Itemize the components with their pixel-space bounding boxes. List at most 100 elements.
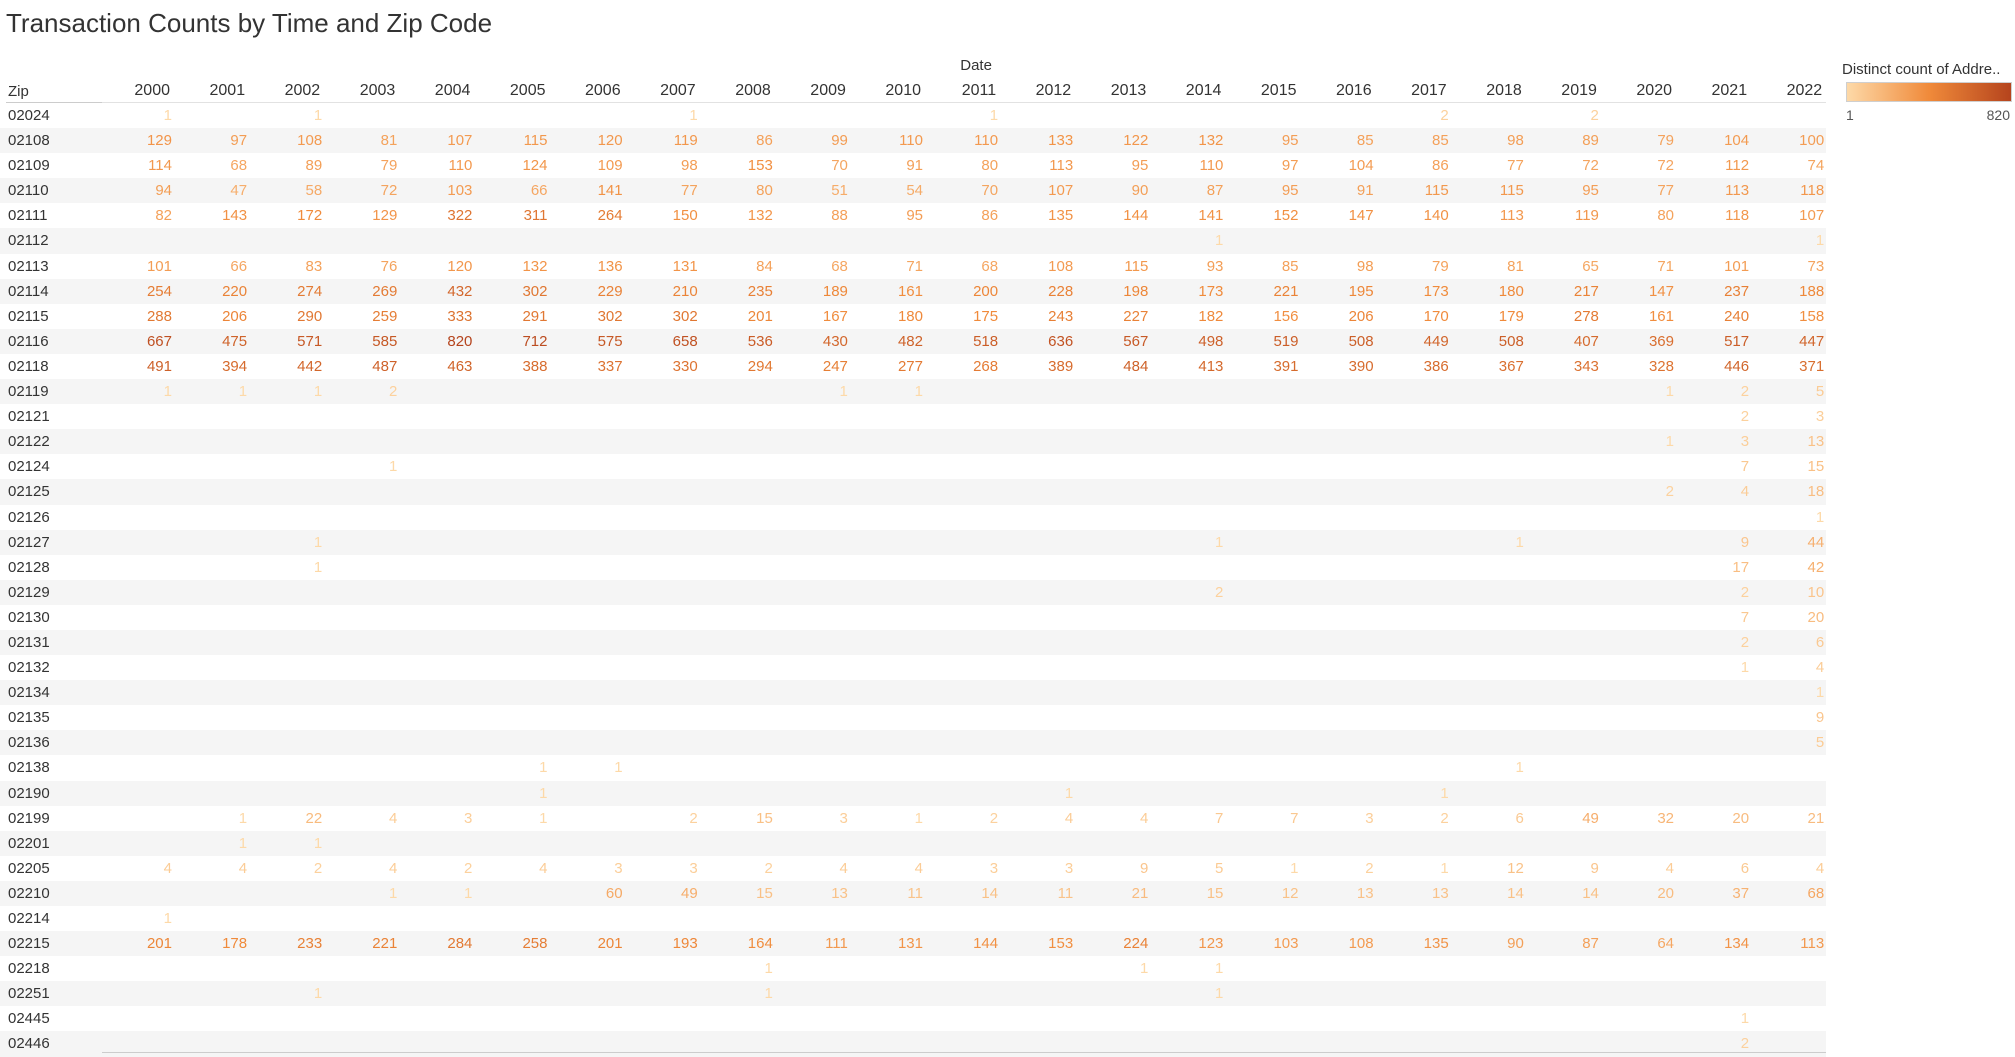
heatmap-cell[interactable]: 229 xyxy=(597,282,623,300)
heatmap-cell[interactable]: 2 xyxy=(313,859,323,877)
heatmap-cell[interactable]: 369 xyxy=(1648,332,1674,350)
heatmap-cell[interactable]: 175 xyxy=(973,307,999,325)
row-label-zip[interactable]: 02134 xyxy=(8,684,50,702)
column-header-2009[interactable]: 2009 xyxy=(810,82,846,99)
heatmap-cell[interactable]: 180 xyxy=(1498,282,1524,300)
heatmap-cell[interactable]: 54 xyxy=(906,182,923,200)
heatmap-cell[interactable]: 13 xyxy=(831,884,848,902)
heatmap-cell[interactable]: 112 xyxy=(1725,157,1750,175)
heatmap-cell[interactable]: 2 xyxy=(464,859,473,877)
heatmap-cell[interactable]: 1 xyxy=(1215,232,1224,250)
heatmap-cell[interactable]: 288 xyxy=(146,307,172,325)
heatmap-cell[interactable]: 277 xyxy=(897,357,923,375)
heatmap-cell[interactable]: 247 xyxy=(822,357,848,375)
heatmap-cell[interactable]: 1 xyxy=(539,784,548,802)
heatmap-cell[interactable]: 482 xyxy=(897,332,923,350)
row-label-zip[interactable]: 02112 xyxy=(8,232,49,250)
heatmap-cell[interactable]: 87 xyxy=(1206,182,1224,200)
heatmap-cell[interactable]: 1 xyxy=(388,458,398,476)
heatmap-cell[interactable]: 90 xyxy=(1507,935,1524,953)
heatmap-cell[interactable]: 111 xyxy=(825,935,848,953)
heatmap-cell[interactable]: 291 xyxy=(522,307,548,325)
heatmap-cell[interactable]: 136 xyxy=(597,257,623,275)
heatmap-cell[interactable]: 20 xyxy=(1657,884,1674,902)
heatmap-cell[interactable]: 210 xyxy=(672,282,698,300)
heatmap-cell[interactable]: 201 xyxy=(146,935,172,953)
heatmap-cell[interactable]: 113 xyxy=(1800,935,1825,953)
heatmap-cell[interactable]: 193 xyxy=(672,935,698,953)
heatmap-cell[interactable]: 290 xyxy=(297,307,323,325)
heatmap-cell[interactable]: 20 xyxy=(1732,809,1750,827)
heatmap-cell[interactable]: 220 xyxy=(222,282,248,300)
heatmap-cell[interactable]: 64 xyxy=(1657,935,1674,953)
heatmap-cell[interactable]: 5 xyxy=(1815,383,1825,401)
heatmap-cell[interactable]: 430 xyxy=(822,332,848,350)
row-label-zip[interactable]: 02024 xyxy=(8,107,50,124)
heatmap-cell[interactable]: 228 xyxy=(1048,282,1074,300)
heatmap-cell[interactable]: 70 xyxy=(831,157,848,175)
heatmap-cell[interactable]: 1 xyxy=(1815,232,1825,250)
heatmap-cell[interactable]: 14 xyxy=(1582,884,1599,902)
column-header-2004[interactable]: 2004 xyxy=(434,82,471,99)
column-header-2015[interactable]: 2015 xyxy=(1260,82,1297,99)
row-label-zip[interactable]: 02445 xyxy=(8,1010,50,1028)
row-label-zip[interactable]: 02121 xyxy=(8,408,50,426)
heatmap-cell[interactable]: 1 xyxy=(313,383,323,401)
heatmap-cell[interactable]: 311 xyxy=(523,207,548,225)
heatmap-cell[interactable]: 123 xyxy=(1198,935,1224,953)
row-label-zip[interactable]: 02218 xyxy=(8,960,50,978)
heatmap-cell[interactable]: 161 xyxy=(1648,307,1674,325)
heatmap-cell[interactable]: 98 xyxy=(1507,132,1524,150)
row-label-zip[interactable]: 02124 xyxy=(8,458,50,476)
heatmap-cell[interactable]: 109 xyxy=(597,157,623,175)
heatmap-cell[interactable]: 13 xyxy=(1807,433,1825,451)
heatmap-cell[interactable]: 82 xyxy=(155,207,172,225)
heatmap-cell[interactable]: 113 xyxy=(1049,157,1074,175)
heatmap-cell[interactable]: 133 xyxy=(1048,132,1074,150)
heatmap-cell[interactable]: 86 xyxy=(1432,157,1449,175)
column-header-2019[interactable]: 2019 xyxy=(1561,82,1597,99)
heatmap-cell[interactable]: 95 xyxy=(1281,182,1299,200)
heatmap-cell[interactable]: 150 xyxy=(672,207,698,225)
heatmap-cell[interactable]: 20 xyxy=(1807,608,1825,626)
heatmap-cell[interactable]: 110 xyxy=(448,157,473,175)
heatmap-cell[interactable]: 89 xyxy=(1582,132,1599,150)
heatmap-cell[interactable]: 164 xyxy=(747,935,773,953)
column-header-2010[interactable]: 2010 xyxy=(885,82,921,99)
heatmap-cell[interactable]: 1 xyxy=(1815,508,1825,526)
heatmap-cell[interactable]: 2 xyxy=(1590,107,1599,124)
heatmap-cell[interactable]: 85 xyxy=(1356,132,1374,150)
heatmap-cell[interactable]: 107 xyxy=(447,132,473,150)
heatmap-cell[interactable]: 118 xyxy=(1800,182,1825,200)
heatmap-cell[interactable]: 72 xyxy=(1582,157,1599,175)
heatmap-cell[interactable]: 119 xyxy=(1574,207,1599,225)
heatmap-cell[interactable]: 3 xyxy=(1815,408,1825,426)
heatmap-cell[interactable]: 12 xyxy=(1507,859,1524,877)
heatmap-cell[interactable]: 90 xyxy=(1131,182,1149,200)
heatmap-cell[interactable]: 124 xyxy=(522,157,548,175)
heatmap-cell[interactable]: 3 xyxy=(989,859,999,877)
heatmap-cell[interactable]: 491 xyxy=(146,357,172,375)
heatmap-cell[interactable]: 161 xyxy=(897,282,923,300)
heatmap-cell[interactable]: 132 xyxy=(747,207,773,225)
heatmap-cell[interactable]: 508 xyxy=(1348,332,1374,350)
column-header-2003[interactable]: 2003 xyxy=(359,82,396,99)
heatmap-cell[interactable]: 153 xyxy=(747,157,773,175)
heatmap-cell[interactable]: 88 xyxy=(831,207,848,225)
row-label-zip[interactable]: 02110 xyxy=(8,182,49,200)
heatmap-cell[interactable]: 49 xyxy=(1582,809,1599,827)
heatmap-cell[interactable]: 79 xyxy=(1432,257,1449,275)
heatmap-cell[interactable]: 1 xyxy=(1215,985,1224,1003)
heatmap-cell[interactable]: 14 xyxy=(981,884,999,902)
heatmap-cell[interactable]: 240 xyxy=(1724,307,1750,325)
heatmap-cell[interactable]: 4 xyxy=(1665,859,1674,877)
heatmap-cell[interactable]: 390 xyxy=(1348,357,1374,375)
heatmap-cell[interactable]: 221 xyxy=(372,935,398,953)
heatmap-cell[interactable]: 413 xyxy=(1198,357,1224,375)
heatmap-cell[interactable]: 233 xyxy=(297,935,323,953)
heatmap-cell[interactable]: 475 xyxy=(222,332,248,350)
heatmap-cell[interactable]: 77 xyxy=(681,182,698,200)
heatmap-cell[interactable]: 1 xyxy=(539,759,548,777)
row-label-zip[interactable]: 02114 xyxy=(8,282,49,300)
heatmap-cell[interactable]: 103 xyxy=(447,182,473,200)
